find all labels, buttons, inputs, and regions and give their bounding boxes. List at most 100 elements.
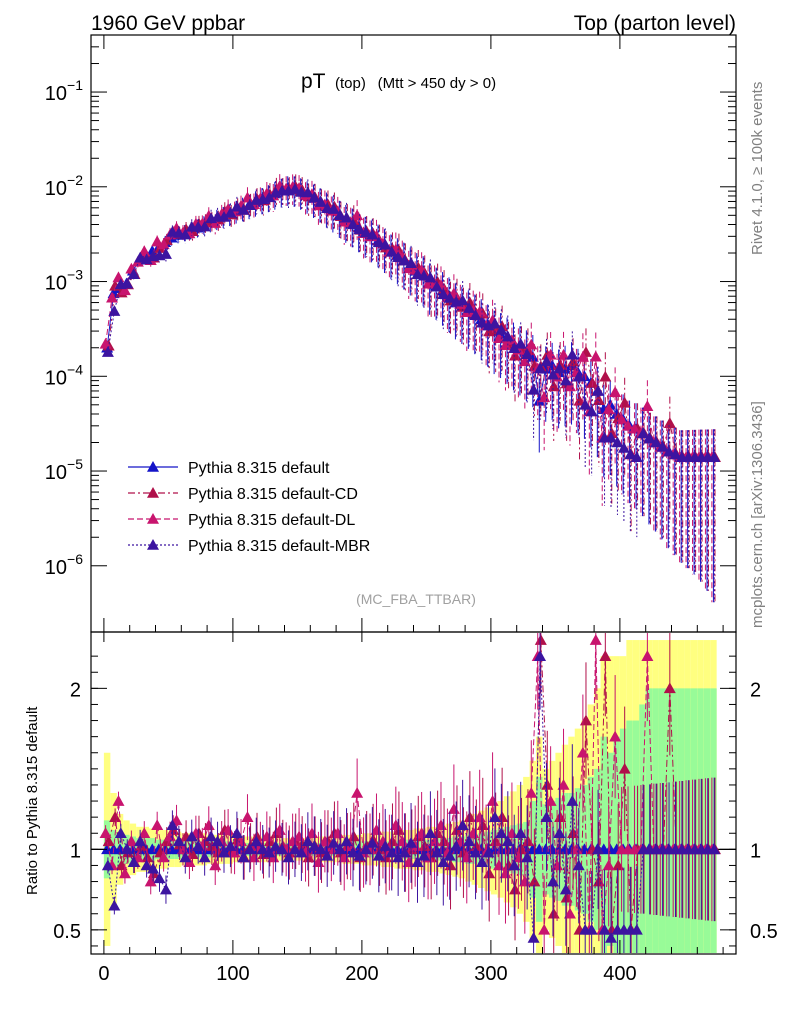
legend-marker-default — [147, 461, 159, 472]
main-marker-cd — [547, 380, 560, 392]
ratio-panel: 0.5 0.5 1 1 2 2 0 100 200 300 400 Ratio to Pythia… — [24, 631, 778, 985]
ratio-marker-mbr — [334, 843, 347, 855]
ratio-marker-dl — [512, 851, 525, 863]
ratio-y-tick-label-right: 0.5 — [750, 921, 778, 943]
main-marker-mbr — [301, 186, 314, 198]
ratio-marker-cd — [528, 875, 541, 887]
main-marker-mbr — [559, 374, 572, 386]
ratio-marker-mbr — [295, 846, 308, 858]
main-marker-mbr — [521, 348, 534, 360]
main-marker-mbr — [508, 342, 521, 353]
ratio-marker-dl — [551, 859, 564, 871]
ratio-marker-mbr — [153, 872, 166, 884]
main-marker-dl — [138, 245, 151, 257]
x-tick-label: 200 — [345, 963, 378, 985]
ratio-marker-cd — [141, 851, 154, 863]
y-tick-base: 10 — [45, 557, 67, 579]
main-marker-mbr — [359, 226, 372, 238]
ratio-marker-mbr — [372, 849, 385, 861]
ratio-marker-mbr — [566, 795, 579, 806]
ratio-marker-mbr — [534, 650, 547, 661]
main-y-tick-label: 10−2 — [45, 172, 83, 200]
ratio-marker-dl — [99, 827, 112, 839]
ratio-marker-mbr — [301, 835, 314, 847]
ratio-marker-mbr — [353, 849, 366, 861]
ratio-marker-dl — [351, 787, 364, 798]
ratio-marker-dl — [138, 827, 151, 839]
ratio-marker-mbr — [108, 899, 121, 911]
plot-title-sub: (top) — [335, 75, 366, 92]
main-marker-dl — [602, 403, 615, 414]
ratio-marker-mbr — [463, 835, 476, 847]
ratio-band-inner — [665, 688, 672, 953]
ratio-marker-dl — [570, 843, 583, 855]
ratio-marker-mbr — [708, 843, 721, 855]
main-marker-dl — [241, 191, 254, 203]
ratio-marker-mbr — [430, 846, 443, 858]
ratio-marker-dl — [202, 819, 215, 830]
ratio-marker-cd — [102, 835, 115, 847]
main-marker-mbr — [334, 209, 347, 221]
ratio-marker-mbr — [205, 830, 218, 842]
main-marker-mbr — [656, 440, 669, 452]
main-marker-mbr — [708, 451, 721, 462]
ratio-marker-mbr — [385, 846, 398, 858]
ratio-marker-dl — [228, 846, 241, 858]
main-marker-mbr — [327, 203, 340, 214]
main-marker-mbr — [617, 442, 630, 453]
main-marker-mbr — [540, 355, 553, 367]
ratio-marker-dl — [157, 851, 170, 863]
ratio-marker-mbr — [546, 875, 559, 887]
main-marker-mbr — [179, 228, 192, 240]
ratio-marker-mbr — [572, 859, 585, 871]
main-marker-cd — [618, 396, 631, 408]
main-marker-mbr — [572, 370, 585, 382]
ratio-marker-dl — [273, 824, 286, 835]
ratio-marker-mbr — [540, 811, 553, 822]
main-marker-mbr — [217, 210, 230, 222]
ratio-band-inner — [619, 728, 627, 953]
main-marker-mbr — [501, 330, 514, 342]
ratio-marker-mbr — [237, 851, 250, 863]
legend-marker-cd — [147, 487, 159, 498]
ratio-marker-mbr — [437, 856, 450, 868]
main-marker-dl — [557, 348, 570, 360]
ratio-marker-dl — [609, 730, 622, 742]
ratio-curves — [99, 633, 721, 953]
ratio-marker-mbr — [224, 840, 237, 851]
main-marker-mbr — [579, 398, 592, 410]
main-marker-mbr — [346, 218, 359, 230]
y-tick-base: 10 — [45, 83, 67, 105]
main-marker-mbr — [456, 294, 469, 306]
ratio-marker-mbr — [308, 840, 321, 851]
main-marker-mbr — [198, 220, 211, 232]
main-marker-mbr — [669, 448, 682, 460]
ratio-marker-dl — [176, 843, 189, 855]
ratio-marker-dl — [164, 830, 177, 842]
ratio-marker-mbr — [604, 931, 617, 943]
ratio-marker-dl — [260, 830, 273, 842]
ratio-marker-mbr — [443, 849, 456, 861]
ratio-marker-dl — [428, 835, 441, 847]
main-marker-mbr — [263, 191, 276, 203]
ratio-marker-mbr — [159, 883, 172, 895]
ratio-marker-mbr — [469, 846, 482, 858]
legend-label-mbr: Pythia 8.315 default-MBR — [188, 538, 370, 555]
ratio-band-inner — [652, 688, 659, 953]
ratio-y-tick-label: 2 — [70, 679, 81, 701]
ratio-marker-mbr — [101, 859, 114, 871]
ratio-marker-dl — [396, 835, 409, 847]
ratio-marker-mbr — [217, 846, 230, 858]
main-marker-mbr — [417, 269, 430, 281]
main-marker-mbr — [643, 432, 656, 444]
ratio-marker-cd — [618, 762, 631, 774]
y-tick-exp: −3 — [67, 267, 83, 283]
main-marker-mbr — [488, 317, 501, 329]
main-marker-mbr — [469, 309, 482, 321]
ratio-marker-dl — [505, 827, 518, 839]
ratio-band-inner — [703, 688, 711, 953]
ratio-marker-dl — [222, 824, 235, 835]
main-marker-mbr — [592, 384, 605, 396]
ratio-marker-dl — [241, 811, 254, 822]
main-y-tick-label: 10−5 — [45, 456, 83, 484]
